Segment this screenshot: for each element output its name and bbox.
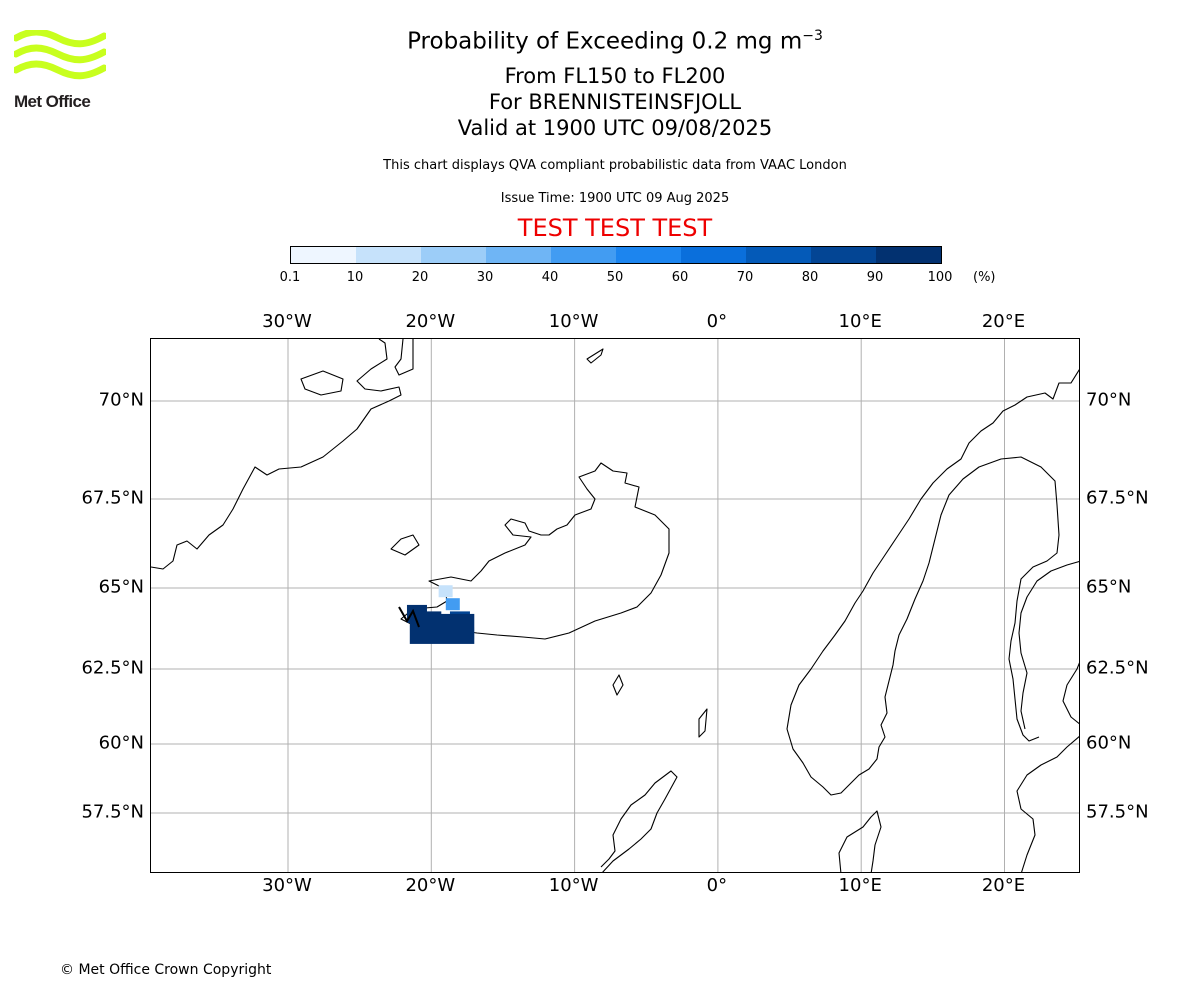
flight-level-range: From FL150 to FL200 xyxy=(504,64,726,88)
longitude-label: 10°E xyxy=(838,875,882,896)
colorbar-segment xyxy=(421,247,486,263)
colorbar-tick-label: 80 xyxy=(801,270,819,285)
plume-cell xyxy=(438,585,453,598)
plume-core xyxy=(409,613,475,644)
longitude-label: 10°W xyxy=(548,311,599,332)
title-main: Probability of Exceeding 0.2 mg m xyxy=(407,28,803,55)
test-banner: TEST TEST TEST xyxy=(517,214,713,242)
map-panel xyxy=(150,338,1080,873)
issue-time: Issue Time: 1900 UTC 09 Aug 2025 xyxy=(500,191,730,206)
colorbar-tick-label: 20 xyxy=(411,270,429,285)
latitude-label: 67.5°N xyxy=(81,487,144,509)
map-canvas xyxy=(151,339,1079,872)
logo-text: Met Office xyxy=(14,92,91,111)
latitude-label: 60°N xyxy=(1086,732,1132,754)
colorbar-segment xyxy=(486,247,551,263)
latitude-label: 65°N xyxy=(98,576,144,598)
colorbar-tick-label: 10 xyxy=(346,270,364,285)
met-office-wave-icon xyxy=(12,28,108,80)
latitude-label: 57.5°N xyxy=(1086,801,1149,823)
coast-iceland xyxy=(400,462,670,640)
colorbar-segment xyxy=(811,247,876,263)
colorbar-segment xyxy=(551,247,616,263)
colorbar-tick-label: 70 xyxy=(736,270,754,285)
colorbar-segment xyxy=(356,247,421,263)
colorbar-tick-label: 50 xyxy=(606,270,624,285)
coast-faroe xyxy=(612,674,624,696)
coast-gulf-bothnia xyxy=(1018,560,1079,730)
colorbar-segment xyxy=(746,247,811,263)
colorbar-segment xyxy=(616,247,681,263)
latitude-label: 62.5°N xyxy=(81,657,144,679)
coast-scotland xyxy=(600,770,678,872)
colorbar-tick-label: 30 xyxy=(476,270,494,285)
colorbar-tick-label: 40 xyxy=(541,270,559,285)
latitude-label: 60°N xyxy=(98,732,144,754)
longitude-label: 20°E xyxy=(981,311,1026,332)
coast-denmark xyxy=(838,810,882,872)
copyright: © Met Office Crown Copyright xyxy=(60,962,272,978)
gridlines xyxy=(151,339,1079,872)
colorbar-segment xyxy=(291,247,356,263)
longitude-label: 0° xyxy=(706,875,728,896)
longitude-label: 30°W xyxy=(262,311,312,332)
longitude-label: 20°W xyxy=(405,311,456,332)
colorbar xyxy=(290,246,942,264)
longitude-label: 30°W xyxy=(262,875,312,896)
longitude-label: 10°E xyxy=(838,311,882,332)
chart-title: Probability of Exceeding 0.2 mg m−3 xyxy=(0,28,1200,55)
longitude-label: 0° xyxy=(706,311,728,332)
latitude-label: 70°N xyxy=(1086,389,1132,411)
latitude-label: 67.5°N xyxy=(1086,487,1149,509)
plume-cell xyxy=(445,598,460,611)
coast-greenland xyxy=(151,339,402,570)
coast-shetland xyxy=(698,708,708,738)
colorbar-tick-label: 100 xyxy=(927,270,953,285)
met-office-logo: Met Office xyxy=(12,28,108,112)
longitude-label: 20°W xyxy=(405,875,456,896)
ash-plume xyxy=(406,585,475,644)
valid-time: Valid at 1900 UTC 09/08/2025 xyxy=(457,116,773,140)
coast-greenland-north xyxy=(394,339,414,376)
latitude-label: 70°N xyxy=(98,389,144,411)
colorbar-segment xyxy=(681,247,746,263)
coast-norway xyxy=(786,369,1079,796)
volcano-name: For BRENNISTEINSFJOLL xyxy=(488,90,742,114)
colorbar-tick-label: 60 xyxy=(671,270,689,285)
coast-finland xyxy=(1062,662,1079,725)
latitude-label: 57.5°N xyxy=(81,801,144,823)
longitude-label: 20°E xyxy=(981,875,1026,896)
coast-greenland-islands xyxy=(300,370,344,396)
disclaimer: This chart displays QVA compliant probab… xyxy=(383,158,847,173)
coast-jan-mayen xyxy=(586,348,604,364)
colorbar-segment xyxy=(876,247,941,263)
coast-sweden-east xyxy=(1016,735,1079,872)
coastlines xyxy=(151,339,1079,872)
coast-iceland-westfjords xyxy=(390,534,420,556)
colorbar-tick-label: 90 xyxy=(866,270,884,285)
latitude-label: 65°N xyxy=(1086,576,1132,598)
latitude-label: 62.5°N xyxy=(1086,657,1149,679)
colorbar-tick-label: 0.1 xyxy=(279,270,301,285)
volcano-marker-icon xyxy=(398,606,420,628)
title-exponent: −3 xyxy=(802,28,823,44)
colorbar-unit: (%) xyxy=(973,270,996,285)
longitude-label: 10°W xyxy=(548,875,599,896)
